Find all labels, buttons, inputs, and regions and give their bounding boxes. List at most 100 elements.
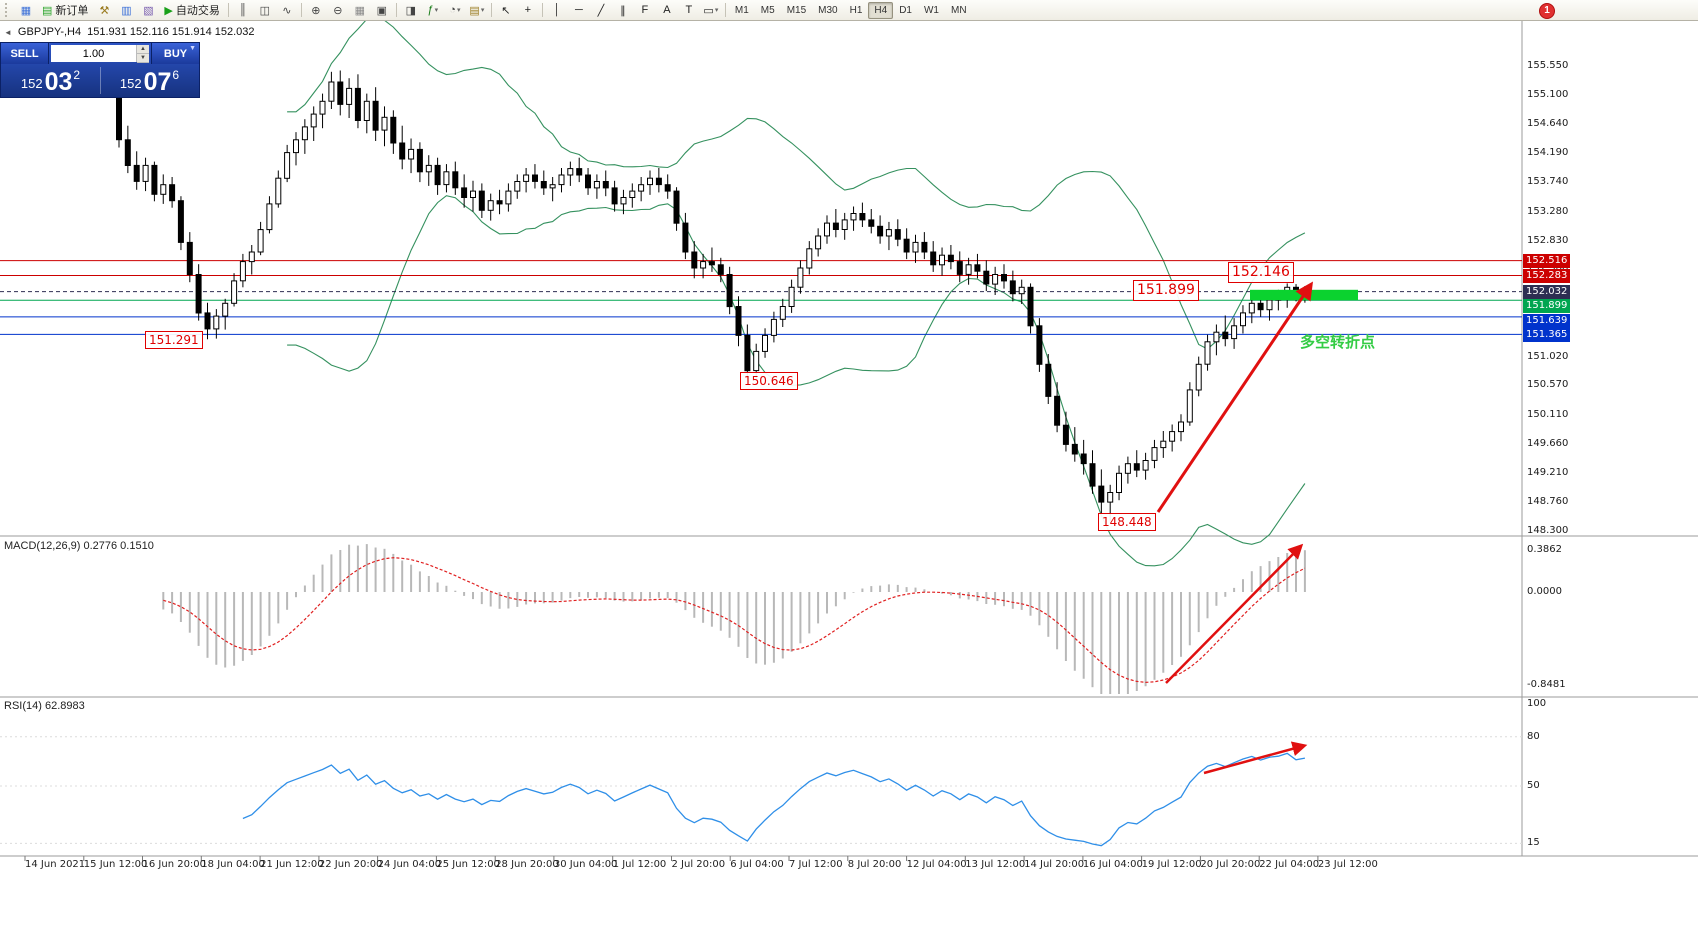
collapse-marker-icon[interactable]: ◄ <box>4 28 12 37</box>
data-window-icon[interactable]: ▥ <box>115 1 137 19</box>
buy-price-big: 07 <box>143 68 172 96</box>
strategy-tester-icon[interactable]: ⚒ <box>93 1 115 19</box>
symbol-period: GBPJPY-,H4 <box>17 26 82 38</box>
sell-price-big: 03 <box>44 68 73 96</box>
indicators-icon[interactable]: ƒ ▾ <box>422 1 444 19</box>
arrange-windows-icon[interactable]: ◨ <box>400 1 422 19</box>
candlestick-chart-icon: ◫ <box>259 4 271 17</box>
channel-tool-icon: ∥ <box>620 4 626 17</box>
price-divider <box>100 67 101 94</box>
fibonacci-tool-icon: F <box>641 4 649 16</box>
cursor-icon: ↖ <box>501 4 511 17</box>
timeframe-icon[interactable]: ◔ ▾ <box>444 1 466 19</box>
autotrading-button[interactable]: ▶ 自动交易 <box>159 2 224 18</box>
sell-price[interactable]: 152 03 2 <box>1 64 100 97</box>
toolbar-grip[interactable] <box>5 3 12 17</box>
chevron-down-icon: ▾ <box>456 7 461 14</box>
rsi-arrow[interactable] <box>1203 741 1308 775</box>
grid-icon[interactable]: ▦ <box>349 1 371 19</box>
timeframe-button-m1[interactable]: M1 <box>734 4 749 16</box>
new-chart-icon[interactable]: ▦ <box>15 1 37 19</box>
shapes-tool-icon[interactable]: ▭ ▾ <box>700 1 722 19</box>
new-order-button[interactable]: ▤ 新订单 <box>37 2 93 18</box>
autotrading-button-icon: ▶ <box>164 4 173 17</box>
toolbar: ▦ ▤ 新订单 ⚒ ▥ ▧ ▶ 自动交易 ║ ◫ ∿ ⊕ ⊖ ▦ ▣ ◨ ƒ ▾ ◔ ▾ ▤ ▾ ↖ + │ ─ ╱ ∥ F A T ▭ ▾ M1… <box>0 0 1698 21</box>
vline-tool-icon[interactable]: │ <box>546 1 568 19</box>
macd-signal-line <box>163 557 1306 684</box>
toolbar-separator <box>724 3 726 17</box>
buy-price-prefix: 152 <box>119 76 142 91</box>
label-tool-icon[interactable]: T <box>678 1 700 19</box>
sell-price-prefix: 152 <box>20 76 43 91</box>
new-order-button-label: 新订单 <box>55 5 89 17</box>
new-chart-icon: ▦ <box>20 4 32 17</box>
timeframe-button-h1[interactable]: H1 <box>849 4 863 16</box>
navigator-icon: ▧ <box>143 4 154 17</box>
buy-button[interactable]: BUY <box>151 43 199 64</box>
tile-windows-icon[interactable]: ▣ <box>371 1 393 19</box>
vline-tool-icon: │ <box>553 4 561 16</box>
timeframe-button-m30[interactable]: M30 <box>818 4 838 16</box>
hline-tool-icon: ─ <box>574 4 583 16</box>
macd-histogram <box>162 544 1306 694</box>
macd-label: MACD(12,26,9) 0.2776 0.1510 <box>4 540 154 552</box>
cursor-icon[interactable]: ↖ <box>495 1 517 19</box>
time-axis-ticks <box>24 856 1319 861</box>
crosshair-icon[interactable]: + <box>517 1 539 19</box>
chart-title: ◄ GBPJPY-,H4 151.931 152.116 151.914 152… <box>4 26 255 40</box>
shapes-tool-icon: ▭ <box>703 4 714 17</box>
timeframe-button-mn[interactable]: MN <box>950 4 967 16</box>
timeframe-button-w1[interactable]: W1 <box>923 4 939 16</box>
macd-arrow[interactable] <box>1165 543 1304 684</box>
channel-tool-icon[interactable]: ∥ <box>612 1 634 19</box>
chevron-down-icon: ▾ <box>434 7 439 14</box>
templates-icon[interactable]: ▤ ▾ <box>466 1 488 19</box>
timeframe-button-m5[interactable]: M5 <box>760 4 775 16</box>
volume-increase-icon[interactable]: ▲ <box>137 45 149 54</box>
candlestick-chart-icon[interactable]: ◫ <box>254 1 276 19</box>
trendline-tool-icon: ╱ <box>597 4 605 17</box>
toolbar-separator <box>395 3 397 17</box>
chevron-down-icon: ▾ <box>480 7 485 14</box>
candles-layer <box>116 70 1308 522</box>
timeframe-button-h4[interactable]: H4 <box>868 1 894 19</box>
bar-chart-icon[interactable]: ║ <box>232 1 254 19</box>
notification-badge[interactable]: 1 <box>1539 3 1555 19</box>
timeframe-icon: ◔ <box>449 4 456 16</box>
toolbar-separator <box>541 3 543 17</box>
navigator-icon[interactable]: ▧ <box>137 1 159 19</box>
line-chart-icon[interactable]: ∿ <box>276 1 298 19</box>
fibonacci-tool-icon[interactable]: F <box>634 1 656 19</box>
timeframe-button-d1[interactable]: D1 <box>899 4 912 16</box>
text-tool-icon[interactable]: A <box>656 1 678 19</box>
bollinger-bands <box>287 20 1306 567</box>
new-order-button-icon: ▤ <box>42 4 53 17</box>
data-window-icon: ▥ <box>121 4 132 17</box>
zoom-out-icon[interactable]: ⊖ <box>327 1 349 19</box>
grid-icon: ▦ <box>354 4 366 17</box>
trend-arrow[interactable] <box>1156 281 1314 513</box>
buy-price[interactable]: 152 07 6 <box>100 64 199 97</box>
chart-canvas[interactable] <box>0 20 1698 942</box>
volume-decrease-icon[interactable]: ▼ <box>137 54 149 63</box>
ohlc-values: 151.931 152.116 151.914 152.032 <box>87 26 255 38</box>
volume-input[interactable]: 1.00 ▲ ▼ <box>51 45 149 63</box>
zoom-in-icon[interactable]: ⊕ <box>305 1 327 19</box>
zoom-in-icon: ⊕ <box>311 4 321 17</box>
strategy-tester-icon: ⚒ <box>99 4 110 17</box>
crosshair-icon: + <box>524 4 532 16</box>
panel-collapse-icon[interactable]: ▼ <box>189 45 196 52</box>
timeframe-button-m15[interactable]: M15 <box>786 4 807 16</box>
toolbar-separator <box>490 3 492 17</box>
sell-price-sup: 2 <box>73 68 81 82</box>
text-tool-icon: A <box>663 4 671 16</box>
autotrading-button-label: 自动交易 <box>175 5 220 17</box>
trendline-tool-icon[interactable]: ╱ <box>590 1 612 19</box>
one-click-trading-panel: ▼ SELL 1.00 ▲ ▼ BUY 152 03 2 152 07 6 <box>0 42 200 98</box>
arrange-windows-icon: ◨ <box>405 4 417 17</box>
hline-tool-icon[interactable]: ─ <box>568 1 590 19</box>
rsi-line <box>242 752 1306 847</box>
toolbar-separator <box>227 3 229 17</box>
label-tool-icon: T <box>685 4 693 16</box>
sell-button[interactable]: SELL <box>1 43 49 64</box>
